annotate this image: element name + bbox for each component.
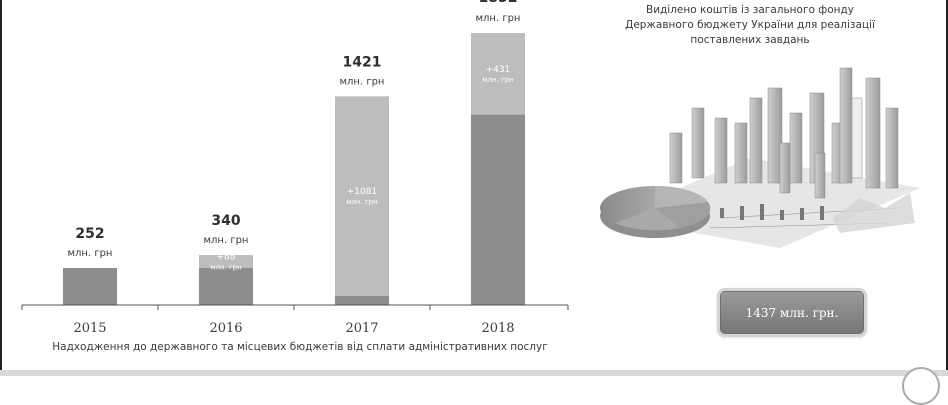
amount-badge: 1437 млн. грн. — [720, 291, 864, 334]
increment-label-2016: +88 — [217, 253, 236, 263]
value-label-2016: 340 — [211, 213, 240, 229]
increment-label-2017: +1081 — [347, 187, 377, 197]
allocation-caption: Виділено коштів із загального фонду Держ… — [585, 3, 915, 48]
bar-increment-segment-2017 — [335, 96, 389, 297]
x-tick-label-2018: 2018 — [481, 321, 514, 336]
bar-2017 — [335, 296, 389, 305]
increment-label-2018: +431 — [486, 65, 511, 75]
allocation-caption-line-1: Виділено коштів із загального фонду — [646, 4, 854, 16]
x-tick-label-2015: 2015 — [73, 321, 106, 336]
chart-caption: Надходження до державного та місцевих бю… — [52, 341, 548, 353]
pie-chart-icon — [600, 185, 711, 238]
unit-label-2018: млн. грн — [476, 13, 521, 24]
bar-2016 — [199, 267, 253, 305]
frame-right-border — [946, 0, 948, 376]
allocation-caption-line-3: поставлених завдань — [690, 34, 810, 46]
3d-chart-illustration — [600, 67, 920, 248]
x-tick-label-2016: 2016 — [209, 321, 242, 336]
amount-text: 1437 млн. грн. — [745, 305, 839, 320]
bar-increment-segment-2018 — [471, 33, 525, 115]
increment-unit-2018: млн. грн — [482, 76, 513, 84]
increment-unit-2017: млн. грн — [346, 198, 377, 206]
bar-2015 — [63, 267, 117, 305]
bar-2018 — [471, 114, 525, 305]
unit-label-2017: млн. грн — [340, 76, 385, 87]
bar-increment-segment-2016 — [199, 255, 253, 268]
x-tick-label-2017: 2017 — [345, 321, 378, 336]
allocation-caption-line-2: Державного бюджету України для реалізаці… — [625, 19, 875, 31]
3d-bar-chart-icon — [610, 67, 920, 248]
value-label-2018: 1852 — [479, 0, 518, 6]
increment-unit-2016: млн. грн — [210, 264, 241, 272]
value-label-2017: 1421 — [343, 54, 382, 70]
unit-label-2016: млн. грн — [204, 235, 249, 246]
corner-circle — [902, 367, 940, 405]
unit-label-2015: млн. грн — [68, 248, 113, 259]
bottom-strip — [0, 370, 948, 376]
frame-left-border — [0, 0, 2, 376]
value-label-2015: 252 — [75, 226, 104, 242]
